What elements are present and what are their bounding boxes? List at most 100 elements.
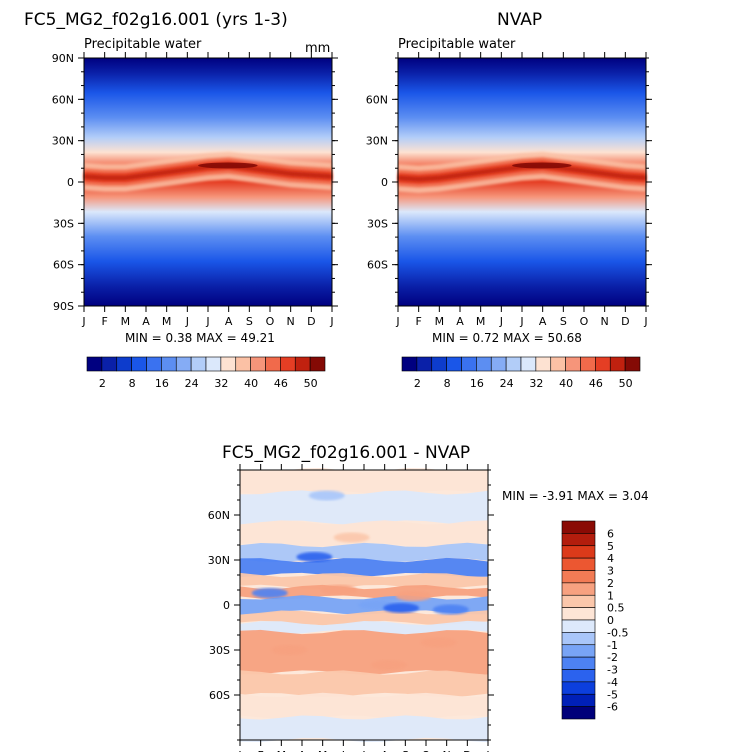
diff-colorbar-swatch <box>561 570 596 584</box>
colorbar-swatch <box>446 356 462 372</box>
max-core <box>512 162 572 169</box>
colorbar-swatch <box>250 356 266 372</box>
diff-colorbar-swatch <box>561 545 596 559</box>
diff-band <box>240 610 488 626</box>
y-tick-label: 60N <box>208 509 230 522</box>
y-tick-label: 30S <box>367 217 388 230</box>
diff-blob <box>370 660 407 670</box>
diff-band <box>240 490 488 525</box>
y-tick-label: 60S <box>209 689 230 702</box>
model-tropical-band <box>84 151 332 192</box>
colorbar-swatch <box>101 356 118 372</box>
model-title: FC5_MG2_f02g16.001 (yrs 1-3) <box>24 10 288 30</box>
diff-colorbar-swatch <box>561 644 596 658</box>
x-tick-label: N <box>601 315 609 328</box>
tropical-band-layer-2 <box>398 160 646 185</box>
diff-colorbar-label: 1 <box>607 589 614 602</box>
diff-colorbar-label: -4 <box>607 676 618 689</box>
x-tick-label: A <box>298 749 306 752</box>
diff-blob <box>395 591 432 601</box>
diff-band <box>240 468 488 495</box>
colorbar-label: 40 <box>244 377 258 390</box>
x-tick-label: M <box>476 315 486 328</box>
diff-colorbar-swatch <box>561 594 596 608</box>
x-tick-label: J <box>395 315 399 328</box>
diff-band <box>240 557 488 578</box>
diff-panel: FC5_MG2_f02g16.001 - NVAP J F M A M J J A S O N D J 6… <box>208 443 649 752</box>
x-tick-label: J <box>341 749 345 752</box>
diff-colorbar-label: -3 <box>607 664 618 677</box>
diff-colorbar-swatch <box>561 632 596 646</box>
diff-colorbar-label: 2 <box>607 577 614 590</box>
colorbar-swatch <box>505 356 522 372</box>
colorbar-swatch <box>116 356 132 372</box>
x-tick-label: F <box>416 315 422 328</box>
colorbar-label: 8 <box>129 377 136 390</box>
colorbar-label: 46 <box>589 377 603 390</box>
diff-colorbar-label: -6 <box>607 701 618 714</box>
diff-band <box>240 520 488 548</box>
colorbar-swatch <box>580 356 596 372</box>
colorbar-label: 24 <box>185 377 199 390</box>
x-tick-label: M <box>162 315 172 328</box>
colorbar-swatch <box>609 356 626 372</box>
diff-band <box>240 692 488 720</box>
obs-colorbar: 2 8 16 24 32 40 46 50 <box>401 356 641 390</box>
x-tick-label: O <box>422 749 431 752</box>
diff-colorbar-label: 3 <box>607 565 614 578</box>
diff-colorbar-swatch <box>561 706 596 720</box>
diff-blob <box>321 585 358 595</box>
model-stats: MIN = 0.38 MAX = 49.21 <box>125 331 275 345</box>
y-tick-label: 0 <box>223 599 230 612</box>
diff-colorbar-label: 0.5 <box>607 602 625 615</box>
model-panel: FC5_MG2_f02g16.001 (yrs 1-3) Precipitabl… <box>24 10 338 390</box>
colorbar-swatch <box>401 356 418 372</box>
y-tick-label: 90S <box>53 300 74 313</box>
diff-blob <box>432 604 469 615</box>
obs-stats: MIN = 0.72 MAX = 50.68 <box>432 331 582 345</box>
x-tick-label: D <box>307 315 315 328</box>
diff-colorbar-swatch <box>561 607 596 621</box>
y-tick-label: 60N <box>366 93 388 106</box>
y-tick-label: 60S <box>53 259 74 272</box>
y-tick-label: 30N <box>366 135 388 148</box>
obs-subtitle: Precipitable water <box>398 37 516 52</box>
diff-colorbar-swatch <box>561 693 596 707</box>
colorbar-swatch <box>476 356 492 372</box>
x-tick-label: O <box>266 315 275 328</box>
x-tick-label: J <box>185 315 189 328</box>
y-tick-label: 90N <box>52 52 74 65</box>
colorbar-swatch <box>280 356 296 372</box>
y-tick-label: 30N <box>208 554 230 567</box>
obs-tropical-band <box>398 151 646 194</box>
x-tick-label: J <box>499 315 503 328</box>
diff-colorbar-label: -2 <box>607 651 618 664</box>
diff-stats: MIN = -3.91 MAX = 3.04 <box>502 489 649 503</box>
colorbar-swatch <box>205 356 222 372</box>
colorbar-swatch <box>624 356 641 372</box>
colorbar-swatch <box>161 356 177 372</box>
diff-title: FC5_MG2_f02g16.001 - NVAP <box>222 443 470 463</box>
y-tick-label: 30N <box>52 135 74 148</box>
y-tick-label: 30S <box>53 217 74 230</box>
diff-colorbar-swatch <box>561 520 596 534</box>
tropical-band-layer-3 <box>84 163 332 181</box>
diff-colorbar-label: 5 <box>607 540 614 553</box>
x-tick-label: S <box>246 315 253 328</box>
diff-blob <box>420 637 457 648</box>
y-tick-label: 30S <box>209 644 230 657</box>
model-colorbar: 2 8 16 24 32 40 46 50 <box>86 356 326 390</box>
x-tick-label: O <box>580 315 589 328</box>
colorbar-label: 8 <box>444 377 451 390</box>
diff-colorbar-label: 6 <box>607 527 614 540</box>
colorbar-label: 16 <box>155 377 169 390</box>
colorbar-swatch <box>86 356 103 372</box>
x-tick-label: D <box>621 315 629 328</box>
colorbar-swatch <box>416 356 433 372</box>
x-tick-label: F <box>102 315 108 328</box>
model-subtitle: Precipitable water <box>84 37 202 52</box>
diff-colorbar-label: -1 <box>607 639 618 652</box>
colorbar-swatch <box>565 356 581 372</box>
